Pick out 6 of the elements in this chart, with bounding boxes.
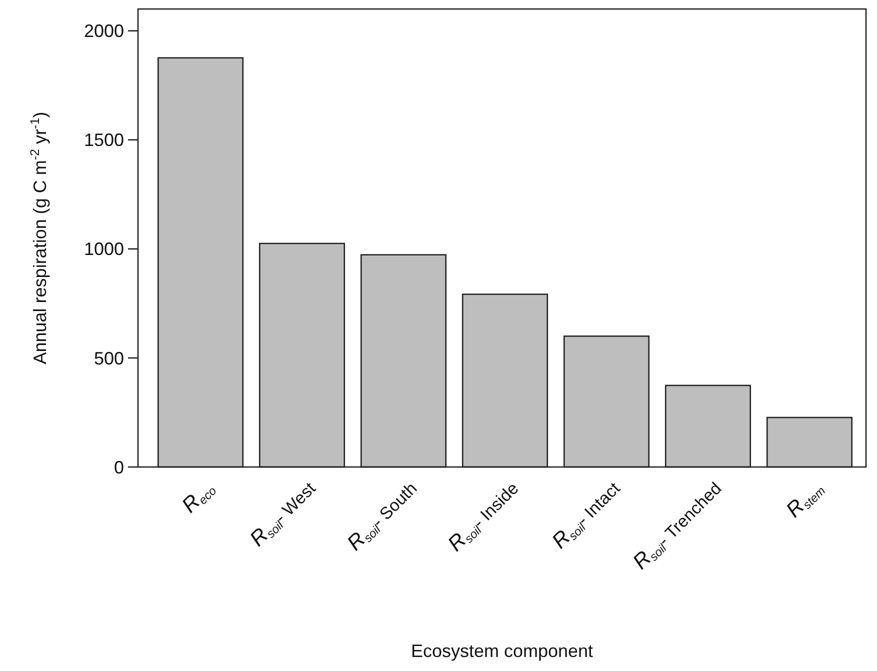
x-axis-title: Ecosystem component	[410, 641, 594, 661]
y-tick-label: 2000	[84, 21, 124, 42]
y-tick-label: 1000	[84, 239, 124, 260]
y-tick-label: 500	[94, 348, 124, 368]
y-tick-label: 1500	[84, 130, 124, 150]
y-tick-label: 0	[114, 457, 124, 478]
